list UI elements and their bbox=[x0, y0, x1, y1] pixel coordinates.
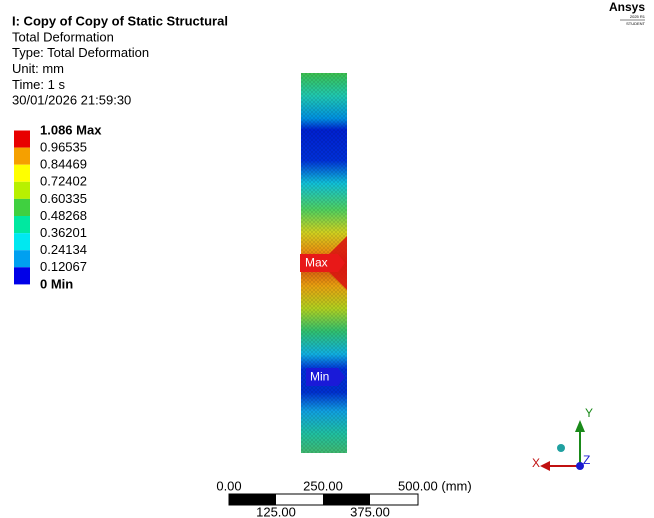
logo-version: 2025 R1 bbox=[630, 14, 646, 19]
legend-label: 0.24134 bbox=[40, 242, 87, 257]
legend-label: 0.60335 bbox=[40, 191, 87, 206]
logo: Ansys 2025 R1 STUDENT bbox=[609, 0, 646, 26]
header-line: Total Deformation bbox=[12, 29, 114, 44]
screen: I: Copy of Copy of Static StructuralTota… bbox=[0, 0, 654, 518]
header-line: Time: 1 s bbox=[12, 77, 65, 92]
y-label: Y bbox=[585, 406, 593, 420]
legend-label: 0 Min bbox=[40, 276, 73, 291]
legend-swatch bbox=[14, 148, 30, 165]
scale-label: 375.00 bbox=[350, 504, 390, 518]
z-label: Z bbox=[583, 453, 590, 467]
legend-label: 0.72402 bbox=[40, 174, 87, 189]
legend-label: 0.48268 bbox=[40, 208, 87, 223]
header-title: I: Copy of Copy of Static Structural bbox=[12, 13, 228, 28]
x-arrow bbox=[540, 461, 550, 471]
header-line: 30/01/2026 21:59:30 bbox=[12, 93, 131, 108]
scale-bar bbox=[229, 494, 418, 505]
logo-name: Ansys bbox=[609, 0, 645, 14]
legend-swatch bbox=[14, 131, 30, 148]
logo-edition: STUDENT bbox=[626, 21, 645, 26]
legend-swatch bbox=[14, 165, 30, 182]
x-label: X bbox=[532, 456, 540, 470]
scale-segment bbox=[323, 494, 370, 505]
legend-label: 0.12067 bbox=[40, 259, 87, 274]
scale-label: 500.00 (mm) bbox=[398, 478, 472, 493]
triad: Y X Z bbox=[532, 406, 593, 471]
legend-label: 0.96535 bbox=[40, 140, 87, 155]
header-line: Type: Total Deformation bbox=[12, 45, 149, 60]
triad-ball bbox=[557, 444, 565, 452]
legend-swatch bbox=[14, 216, 30, 233]
header: I: Copy of Copy of Static StructuralTota… bbox=[12, 13, 228, 107]
legend-swatch bbox=[14, 233, 30, 250]
legend: 1.086 Max 0.96535 0.84469 0.72402 0.60335 0.4… bbox=[14, 122, 102, 291]
legend-swatch bbox=[14, 199, 30, 216]
header-line: Unit: mm bbox=[12, 61, 64, 76]
max-probe-label: Max bbox=[305, 256, 328, 270]
scale-label: 125.00 bbox=[256, 504, 296, 518]
y-arrow bbox=[575, 420, 585, 432]
legend-swatch bbox=[14, 250, 30, 267]
scale-label: 250.00 bbox=[303, 478, 343, 493]
scale-label: 0.00 bbox=[216, 478, 241, 493]
legend-label: 1.086 Max bbox=[40, 122, 102, 137]
legend-swatch bbox=[14, 267, 30, 284]
legend-label: 0.36201 bbox=[40, 225, 87, 240]
legend-label: 0.84469 bbox=[40, 157, 87, 172]
min-probe-label: Min bbox=[310, 370, 329, 384]
scale-segment bbox=[229, 494, 276, 505]
legend-swatch bbox=[14, 182, 30, 199]
